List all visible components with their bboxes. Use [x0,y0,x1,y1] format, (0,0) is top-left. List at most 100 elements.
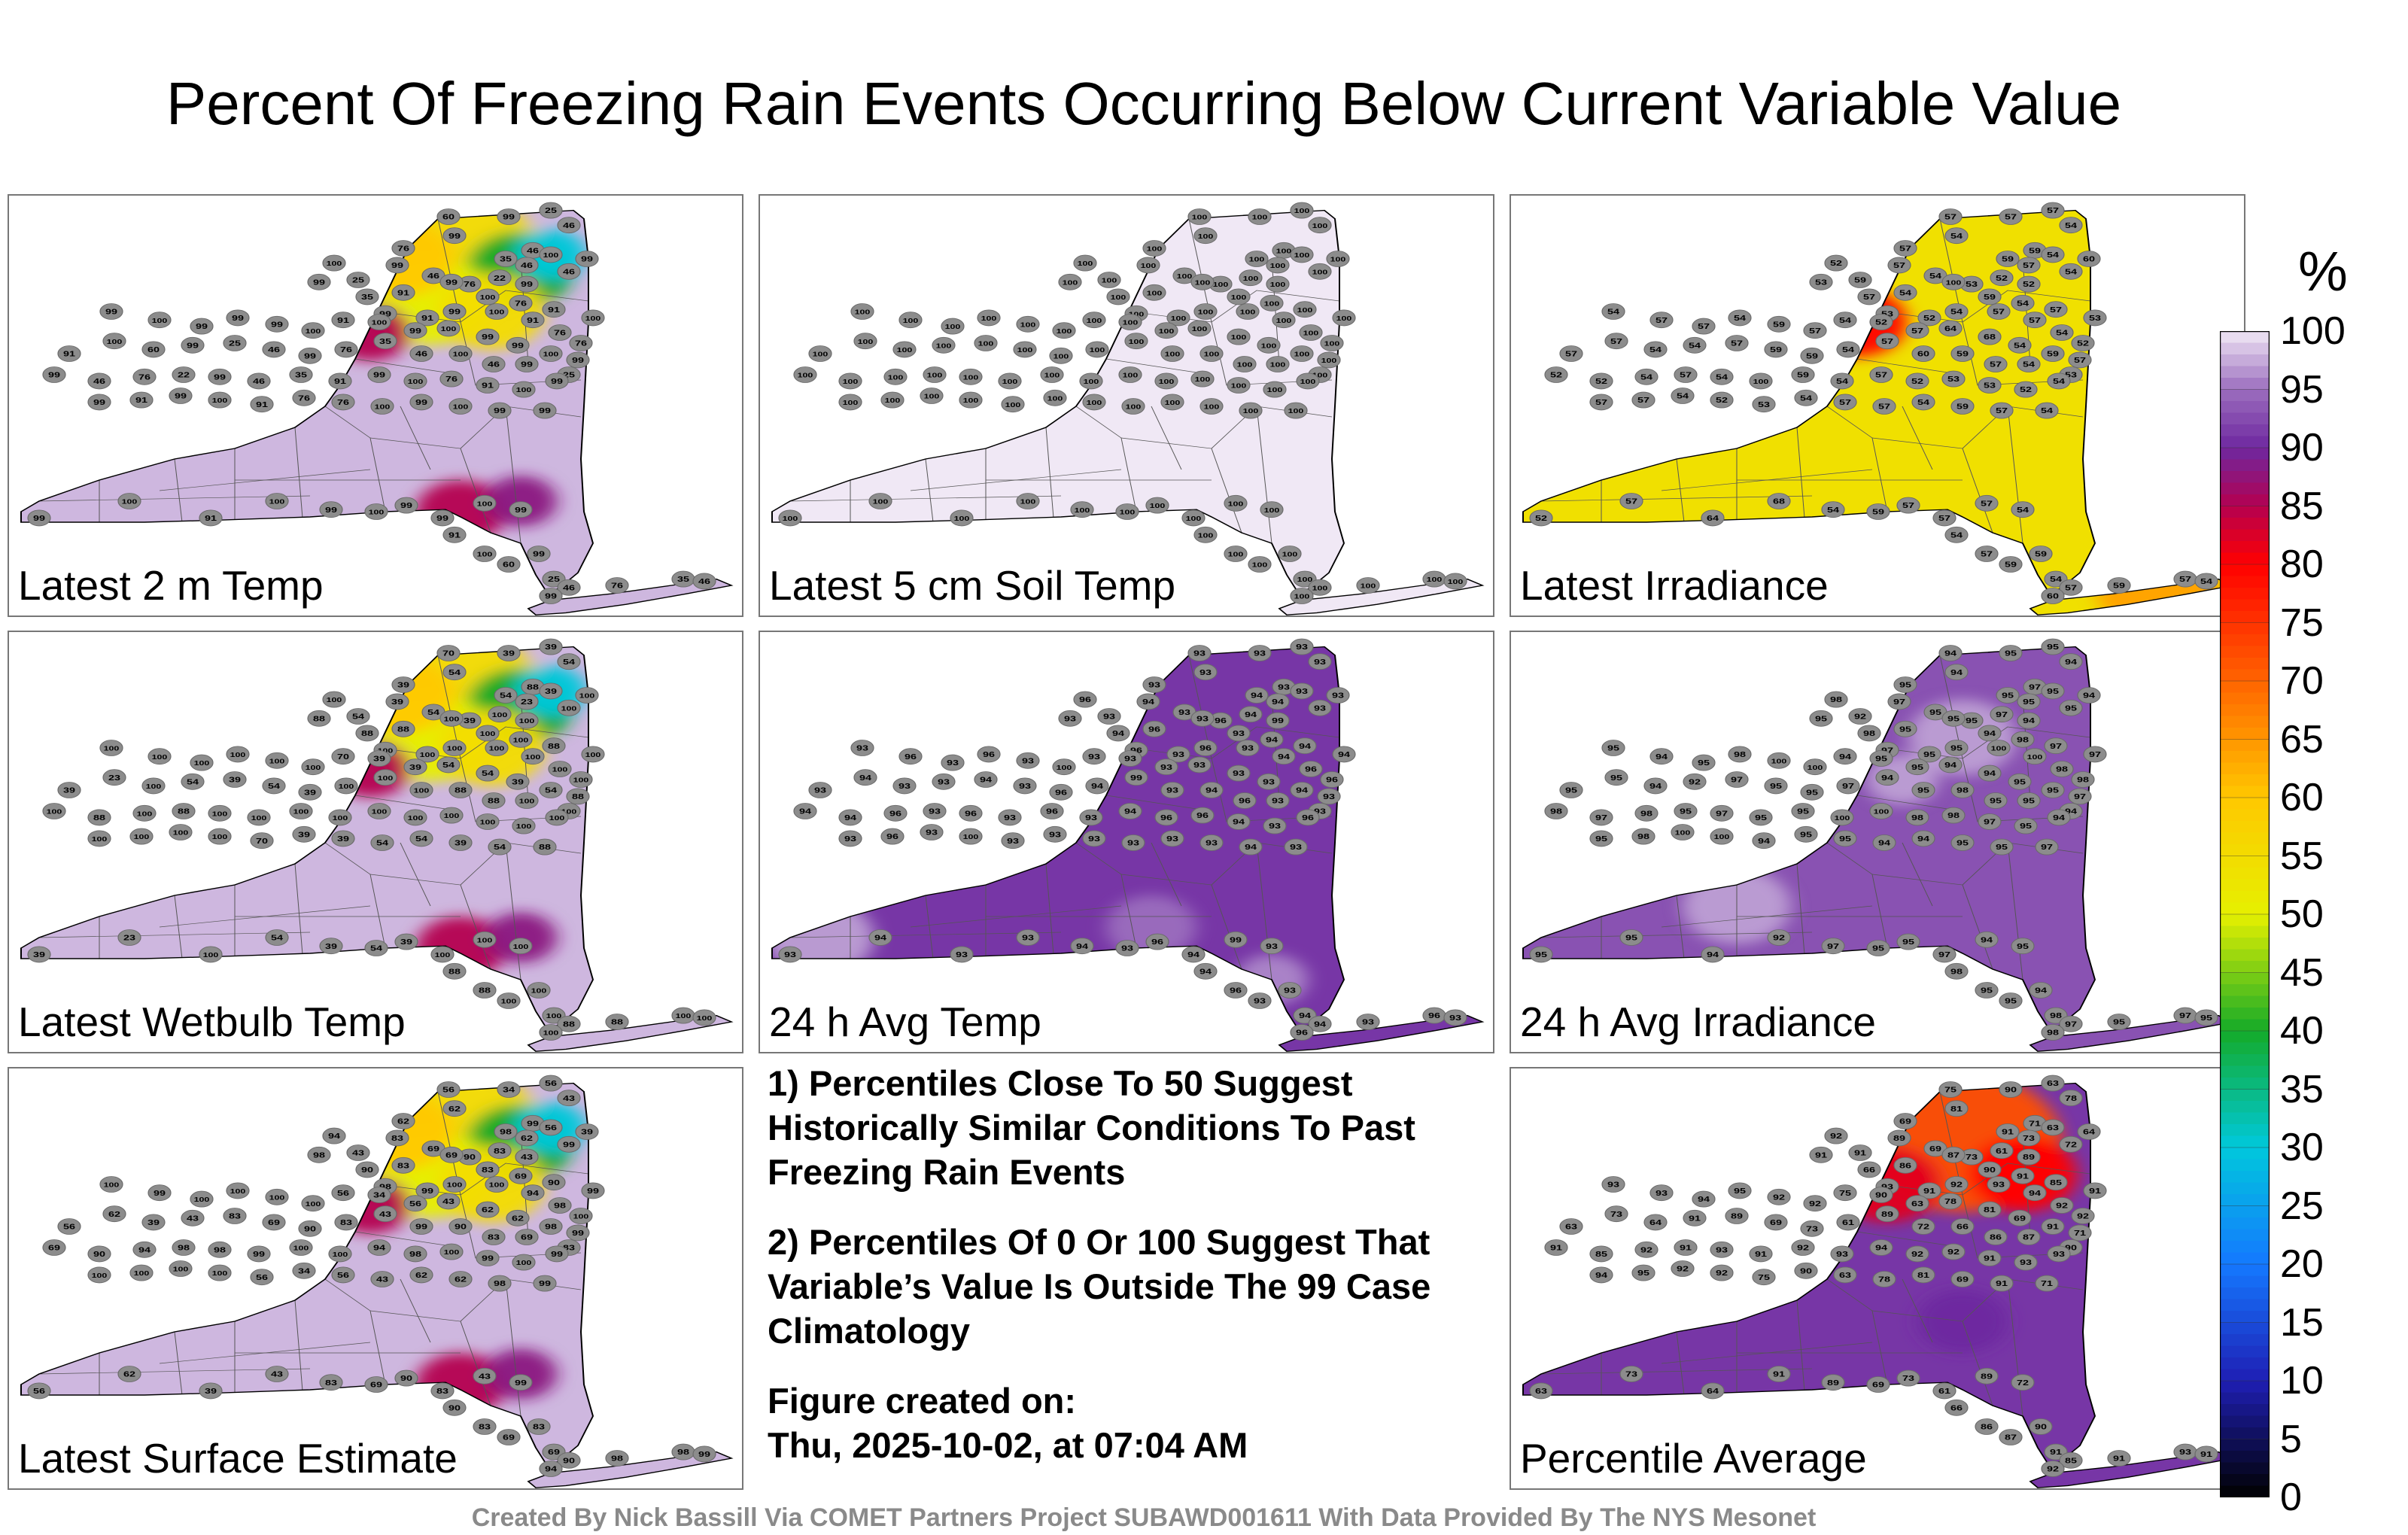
colorbar-band [2220,821,2270,833]
station-marker: 91 [415,309,439,327]
station-marker: 62 [442,1100,467,1117]
station-marker: 100 [1227,377,1251,394]
station-marker: 62 [102,1205,126,1223]
station-marker: 68 [1767,493,1791,509]
station-value: 52 [1923,314,1935,322]
station-value: 98 [2047,1029,2059,1037]
station-value: 100 [1047,395,1063,403]
station-value: 94 [1649,782,1662,790]
station-marker: 56 [331,1184,355,1202]
colorbar-band [2220,1427,2270,1439]
station-marker: 94 [1193,962,1218,980]
station-marker: 98 [307,1146,331,1163]
station-value: 92 [2077,1212,2089,1220]
station-value: 69 [515,1172,527,1181]
station-value: 100 [1243,275,1259,283]
station-value: 100 [1427,576,1443,584]
county-line [1856,358,1963,375]
station-marker: 53 [1978,377,2002,394]
station-value: 95 [2065,704,2077,713]
station-marker: 95 [1950,834,1975,851]
station-marker: 69 [364,1376,388,1393]
station-marker: 60 [2041,588,2065,604]
station-value: 57 [2023,261,2035,269]
station-marker: 95 [2194,1009,2218,1026]
station-value: 94 [1984,769,1996,777]
station-marker: 53 [1941,370,1966,388]
station-value: 39 [545,643,557,651]
county-line [174,1331,183,1396]
station-value: 76 [464,280,476,288]
station-marker: 56 [539,1119,563,1136]
station-value: 57 [1902,501,1914,509]
station-value: 57 [1595,398,1607,406]
station-value: 99 [698,1450,710,1458]
county-line [925,458,934,523]
station-value: 93 [814,786,826,795]
state-outline [1522,1082,2096,1468]
created-date: Thu, 2025-10-02, at 07:04 AM [768,1425,1248,1465]
station-value: 88 [611,1018,623,1026]
station-value: 53 [1815,278,1827,287]
station-value: 99 [494,406,506,415]
station-value: 100 [1270,281,1286,289]
station-value: 99 [581,255,593,263]
station-value: 99 [482,333,494,341]
station-marker: 94 [1944,664,1969,681]
station-marker: 53 [2083,309,2107,327]
station-value: 83 [482,1166,494,1174]
station-value: 100 [408,815,424,822]
colorbar-band [2220,1054,2270,1066]
station-marker: 98 [2041,1024,2065,1041]
colorbar-band [2220,961,2270,973]
colorbar-band [2220,1264,2270,1276]
station-value: 95 [1950,744,1963,752]
station-marker: 100 [1193,526,1218,543]
station-marker: 100 [1248,556,1272,573]
station-marker: 56 [403,1195,427,1212]
station-marker: 93 [1290,638,1314,655]
station-marker: 95 [2014,817,2038,834]
station-value: 100 [978,340,994,348]
station-marker: 98 [488,1275,512,1292]
station-value: 100 [107,339,123,346]
station-marker: 93 [1016,929,1040,946]
station-marker: 57 [2059,579,2083,596]
colorbar-tick-label: 50 [2280,892,2324,936]
colorbar-band [2220,1112,2270,1125]
station-marker: 100 [1016,315,1040,333]
station-value: 100 [1228,551,1244,558]
station-value: 99 [539,1279,551,1287]
station-marker: 70 [436,645,461,661]
station-value: 96 [1326,776,1338,784]
station-value: 100 [1017,347,1033,354]
station-value: 39 [397,681,409,689]
station-marker: 52 [1544,366,1568,383]
station-value: 100 [1264,300,1280,308]
station-marker: 60 [497,556,521,573]
station-marker: 100 [959,368,983,385]
station-value: 100 [152,318,168,325]
station-value: 100 [1753,378,1769,386]
station-marker: 91 [129,391,154,409]
station-value: 64 [1707,1387,1719,1395]
colorbar-band [2220,331,2270,343]
station-marker: 69 [509,1167,533,1184]
station-value: 95 [1990,797,2002,805]
station-marker: 46 [87,372,111,390]
colorbar-band [2220,1311,2270,1323]
station-value: 95 [1981,986,1993,995]
station-value: 99 [304,352,316,360]
station-marker: 100 [1166,309,1190,327]
station-value: 99 [33,514,45,522]
station-value: 64 [2083,1128,2095,1136]
colorbar-band [2220,739,2270,752]
credit-line: Created By Nick Bassill Via COMET Partne… [471,1503,1817,1532]
station-marker: 95 [1749,809,1773,826]
station-value: 100 [378,747,394,755]
station-marker: 93 [1016,752,1040,769]
station-value: 52 [1830,259,1842,267]
station-value: 100 [1147,290,1163,297]
station-marker: 100 [1118,366,1142,383]
